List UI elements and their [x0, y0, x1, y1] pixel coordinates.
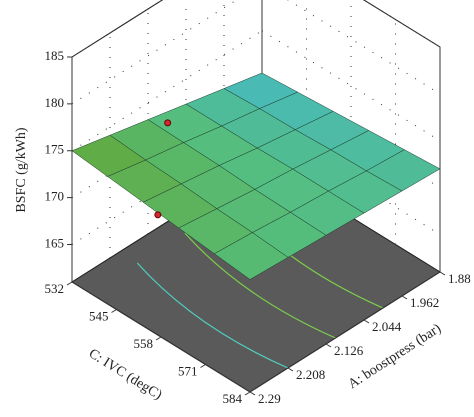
design-point	[164, 119, 172, 127]
box-edge	[71, 281, 251, 393]
surface-cell	[213, 232, 289, 280]
y-tick	[363, 319, 370, 324]
y-tick	[249, 391, 256, 396]
z-tick-label: 180	[45, 95, 65, 110]
floor-contour	[136, 262, 289, 369]
x-tick	[244, 391, 251, 396]
y-tick-label: 2.044	[372, 319, 402, 334]
box-edge	[362, 0, 441, 48]
x-tick-label: 558	[134, 336, 154, 351]
x-tick-label: 545	[89, 308, 109, 323]
z-tick-label: 170	[45, 189, 65, 204]
x-axis-title: C: IVC (degC)	[86, 346, 165, 403]
y-tick-label: 2.29	[258, 391, 281, 406]
y-tick	[287, 367, 294, 372]
y-tick-label: 2.126	[334, 343, 364, 358]
design-point	[154, 211, 162, 219]
y-tick-label: 2.208	[296, 367, 325, 382]
z-axis-title: BSFC (g/kWh)	[14, 127, 29, 213]
x-tick-label: 571	[178, 363, 198, 378]
z-tick-label: 175	[45, 142, 65, 157]
box-edge	[71, 0, 164, 58]
x-tick	[111, 309, 117, 313]
y-tick-label: 1.962	[410, 295, 439, 310]
x-tick	[200, 364, 206, 368]
y-tick	[325, 343, 332, 348]
y-tick-label: 1.88	[448, 271, 471, 286]
z-tick-label: 185	[45, 48, 65, 63]
y-tick	[439, 271, 446, 276]
x-tick-label: 532	[45, 281, 65, 296]
box-edge	[249, 271, 441, 393]
x-tick-label: 584	[223, 391, 243, 406]
z-tick-label: 165	[45, 235, 65, 250]
x-tick	[155, 336, 162, 341]
y-tick	[401, 295, 408, 300]
floor-contour	[184, 232, 336, 339]
x-tick	[66, 281, 73, 286]
